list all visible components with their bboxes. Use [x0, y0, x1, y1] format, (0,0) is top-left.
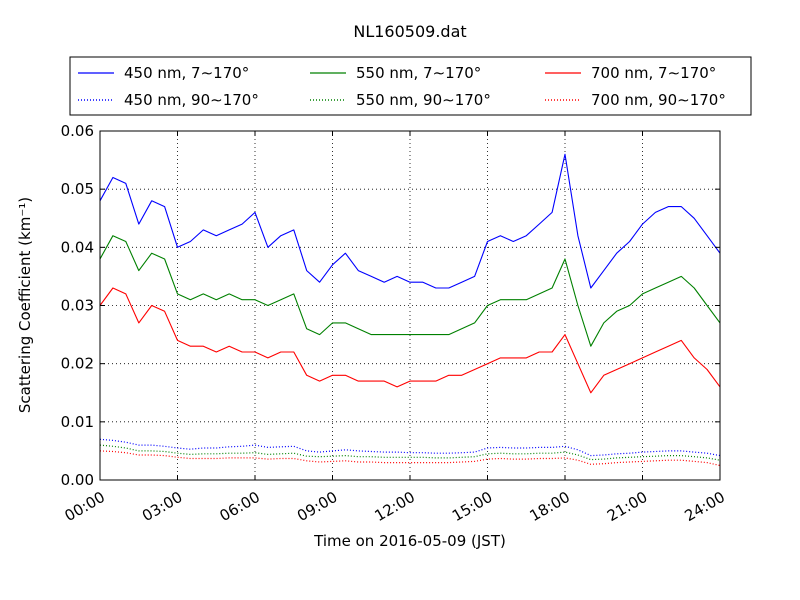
series-line [99, 235, 721, 347]
y-tick-label: 0.02 [61, 355, 94, 373]
legend-label: 450 nm, 7∼170° [124, 64, 249, 82]
x-tick-label: 15:00 [449, 488, 495, 525]
series-line [99, 153, 721, 289]
x-axis-label: Time on 2016-05-09 (JST) [313, 532, 506, 550]
grid [100, 131, 720, 480]
y-axis-label: Scattering Coefficient (km⁻¹) [16, 197, 34, 413]
x-tick-label: 09:00 [294, 488, 340, 525]
legend-label: 700 nm, 90∼170° [591, 91, 726, 109]
x-tick-label: 03:00 [139, 488, 185, 525]
y-tick-label: 0.03 [61, 297, 94, 315]
x-tick-label: 12:00 [372, 488, 418, 525]
y-tick-label: 0.06 [61, 122, 94, 140]
x-tick-label: 21:00 [604, 488, 650, 525]
series-line [99, 444, 721, 461]
chart-title: NL160509.dat [353, 22, 466, 41]
series-line [99, 287, 721, 394]
y-tick-label: 0.05 [61, 180, 94, 198]
x-tick-label: 00:00 [62, 488, 108, 525]
x-tick-label: 24:00 [682, 488, 728, 525]
legend-label: 550 nm, 7∼170° [356, 64, 481, 82]
legend-frame [69, 56, 752, 116]
legend-label: 450 nm, 90∼170° [124, 91, 259, 109]
series-line [99, 438, 721, 457]
y-tick-label: 0.00 [61, 471, 94, 489]
x-tick-label: 18:00 [527, 488, 573, 525]
y-tick-labels: 0.00 0.01 0.02 0.03 0.04 0.05 0.06 [61, 122, 94, 489]
y-tick-label: 0.01 [61, 413, 94, 431]
legend-label: 550 nm, 90∼170° [356, 91, 491, 109]
x-tick-label: 06:00 [217, 488, 263, 525]
y-tick-label: 0.04 [61, 238, 94, 256]
series-layer [99, 153, 721, 467]
legend: 450 nm, 7∼170° 450 nm, 90∼170° 550 nm, 7∼1… [69, 56, 752, 116]
legend-label: 700 nm, 7∼170° [591, 64, 716, 82]
axis-ticks [99, 130, 721, 481]
x-tick-labels: 00:00 03:00 06:00 09:00 12:00 15:00 18:00 21:00… [62, 488, 728, 525]
